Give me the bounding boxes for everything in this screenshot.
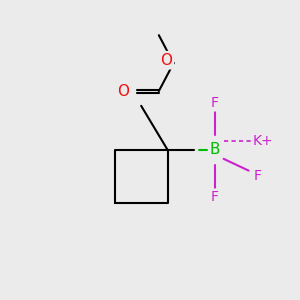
Text: K+: K+ bbox=[253, 134, 274, 148]
Text: O: O bbox=[160, 53, 172, 68]
Text: F: F bbox=[254, 169, 262, 184]
Text: O: O bbox=[118, 84, 130, 99]
Text: B: B bbox=[209, 142, 220, 158]
Text: F: F bbox=[211, 190, 219, 204]
Text: F: F bbox=[211, 96, 219, 110]
